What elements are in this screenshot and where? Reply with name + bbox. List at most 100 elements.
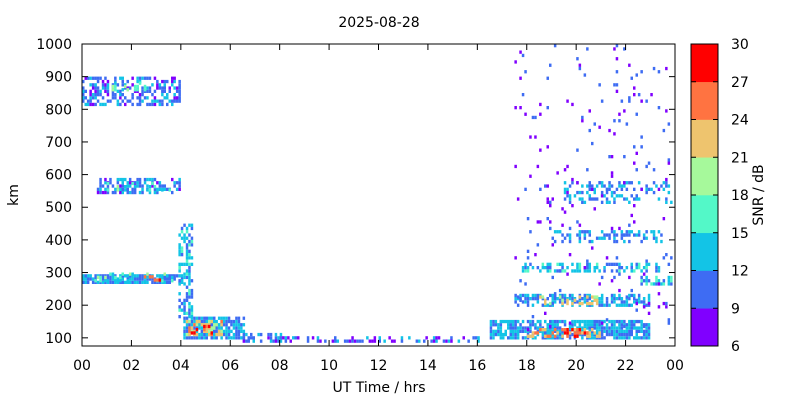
snr-cell bbox=[245, 339, 248, 343]
snr-cell bbox=[141, 86, 144, 90]
snr-cell bbox=[242, 323, 246, 327]
snr-cell bbox=[581, 301, 584, 306]
snr-cell bbox=[578, 331, 582, 335]
snr-cell bbox=[593, 187, 596, 191]
snr-cell bbox=[114, 279, 117, 283]
snr-cell bbox=[175, 96, 179, 100]
snr-cell bbox=[185, 311, 189, 315]
snr-cell bbox=[662, 282, 666, 286]
snr-cell bbox=[116, 279, 120, 283]
snr-cell bbox=[645, 303, 648, 307]
snr-cell bbox=[91, 83, 95, 87]
snr-cell bbox=[667, 184, 671, 188]
snr-cell bbox=[220, 316, 223, 320]
snr-cell bbox=[84, 280, 87, 284]
snr-cell bbox=[514, 300, 517, 304]
snr-cell bbox=[563, 319, 567, 324]
snr-cell bbox=[524, 293, 527, 298]
snr-cell bbox=[608, 332, 611, 337]
snr-cell bbox=[126, 187, 129, 191]
snr-cell bbox=[670, 256, 673, 260]
snr-cell bbox=[89, 102, 92, 107]
snr-cell bbox=[615, 332, 619, 337]
snr-cell bbox=[511, 319, 515, 324]
snr-cell bbox=[615, 326, 619, 330]
snr-cell bbox=[563, 269, 567, 273]
snr-cell bbox=[240, 323, 243, 327]
snr-cell bbox=[136, 96, 139, 100]
snr-cell bbox=[106, 83, 110, 87]
snr-cell bbox=[549, 266, 552, 270]
snr-cell bbox=[222, 316, 226, 320]
snr-cell bbox=[563, 293, 567, 298]
snr-cell bbox=[104, 279, 107, 283]
snr-cell bbox=[158, 274, 162, 278]
snr-cell bbox=[588, 297, 591, 301]
snr-cell bbox=[185, 269, 189, 273]
snr-cell bbox=[252, 336, 255, 340]
snr-cell bbox=[534, 297, 537, 301]
snr-cell bbox=[514, 326, 517, 330]
snr-cell bbox=[633, 86, 636, 90]
snr-cell bbox=[551, 236, 554, 240]
snr-cell bbox=[625, 332, 629, 337]
snr-cell bbox=[630, 288, 633, 293]
snr-cell bbox=[499, 332, 503, 337]
snr-cell bbox=[546, 266, 549, 270]
snr-cell bbox=[605, 200, 609, 204]
snr-cell bbox=[625, 295, 629, 299]
snr-cell bbox=[213, 326, 216, 330]
snr-cell bbox=[558, 329, 562, 333]
snr-cell bbox=[598, 303, 601, 307]
snr-cell bbox=[178, 249, 181, 253]
snr-cell bbox=[583, 297, 587, 301]
snr-cell bbox=[516, 295, 520, 299]
snr-cell bbox=[635, 319, 638, 324]
snr-cell bbox=[306, 339, 310, 343]
snr-cell bbox=[553, 328, 557, 332]
snr-cell bbox=[586, 47, 589, 51]
snr-cell bbox=[106, 184, 110, 188]
snr-cell bbox=[111, 274, 115, 278]
snr-cell bbox=[549, 262, 552, 266]
snr-cell bbox=[185, 230, 189, 234]
snr-cell bbox=[138, 190, 142, 195]
snr-cell bbox=[217, 332, 221, 337]
snr-cell bbox=[610, 319, 614, 324]
snr-cell bbox=[250, 332, 253, 337]
snr-cell bbox=[640, 99, 643, 103]
snr-cell bbox=[237, 336, 241, 340]
snr-cell bbox=[667, 275, 671, 280]
snr-cell bbox=[94, 279, 97, 283]
snr-cell bbox=[99, 177, 102, 182]
snr-cell bbox=[126, 88, 129, 92]
snr-cell bbox=[600, 303, 604, 307]
snr-cell bbox=[568, 233, 572, 237]
snr-cell bbox=[521, 53, 525, 58]
snr-cell bbox=[133, 84, 137, 89]
snr-cell bbox=[598, 300, 601, 304]
snr-cell bbox=[289, 339, 292, 343]
snr-cell bbox=[613, 329, 616, 333]
snr-cell bbox=[605, 190, 609, 195]
snr-cell bbox=[628, 233, 631, 237]
snr-cell bbox=[605, 303, 609, 307]
snr-cell bbox=[566, 187, 569, 191]
snr-cell bbox=[82, 93, 85, 97]
snr-cell bbox=[507, 323, 510, 327]
snr-cell bbox=[600, 275, 604, 280]
snr-cell bbox=[628, 96, 631, 100]
snr-cell bbox=[178, 184, 181, 188]
snr-cell bbox=[91, 93, 95, 97]
snr-cell bbox=[633, 187, 636, 191]
snr-cell bbox=[645, 99, 648, 103]
snr-cell bbox=[571, 332, 574, 337]
x-tick-label: 22 bbox=[617, 358, 635, 374]
snr-cell bbox=[86, 99, 90, 103]
snr-cell bbox=[230, 323, 233, 327]
snr-cell bbox=[378, 339, 381, 343]
snr-cell bbox=[541, 295, 545, 299]
snr-cell bbox=[618, 288, 621, 293]
snr-cell bbox=[605, 297, 609, 301]
